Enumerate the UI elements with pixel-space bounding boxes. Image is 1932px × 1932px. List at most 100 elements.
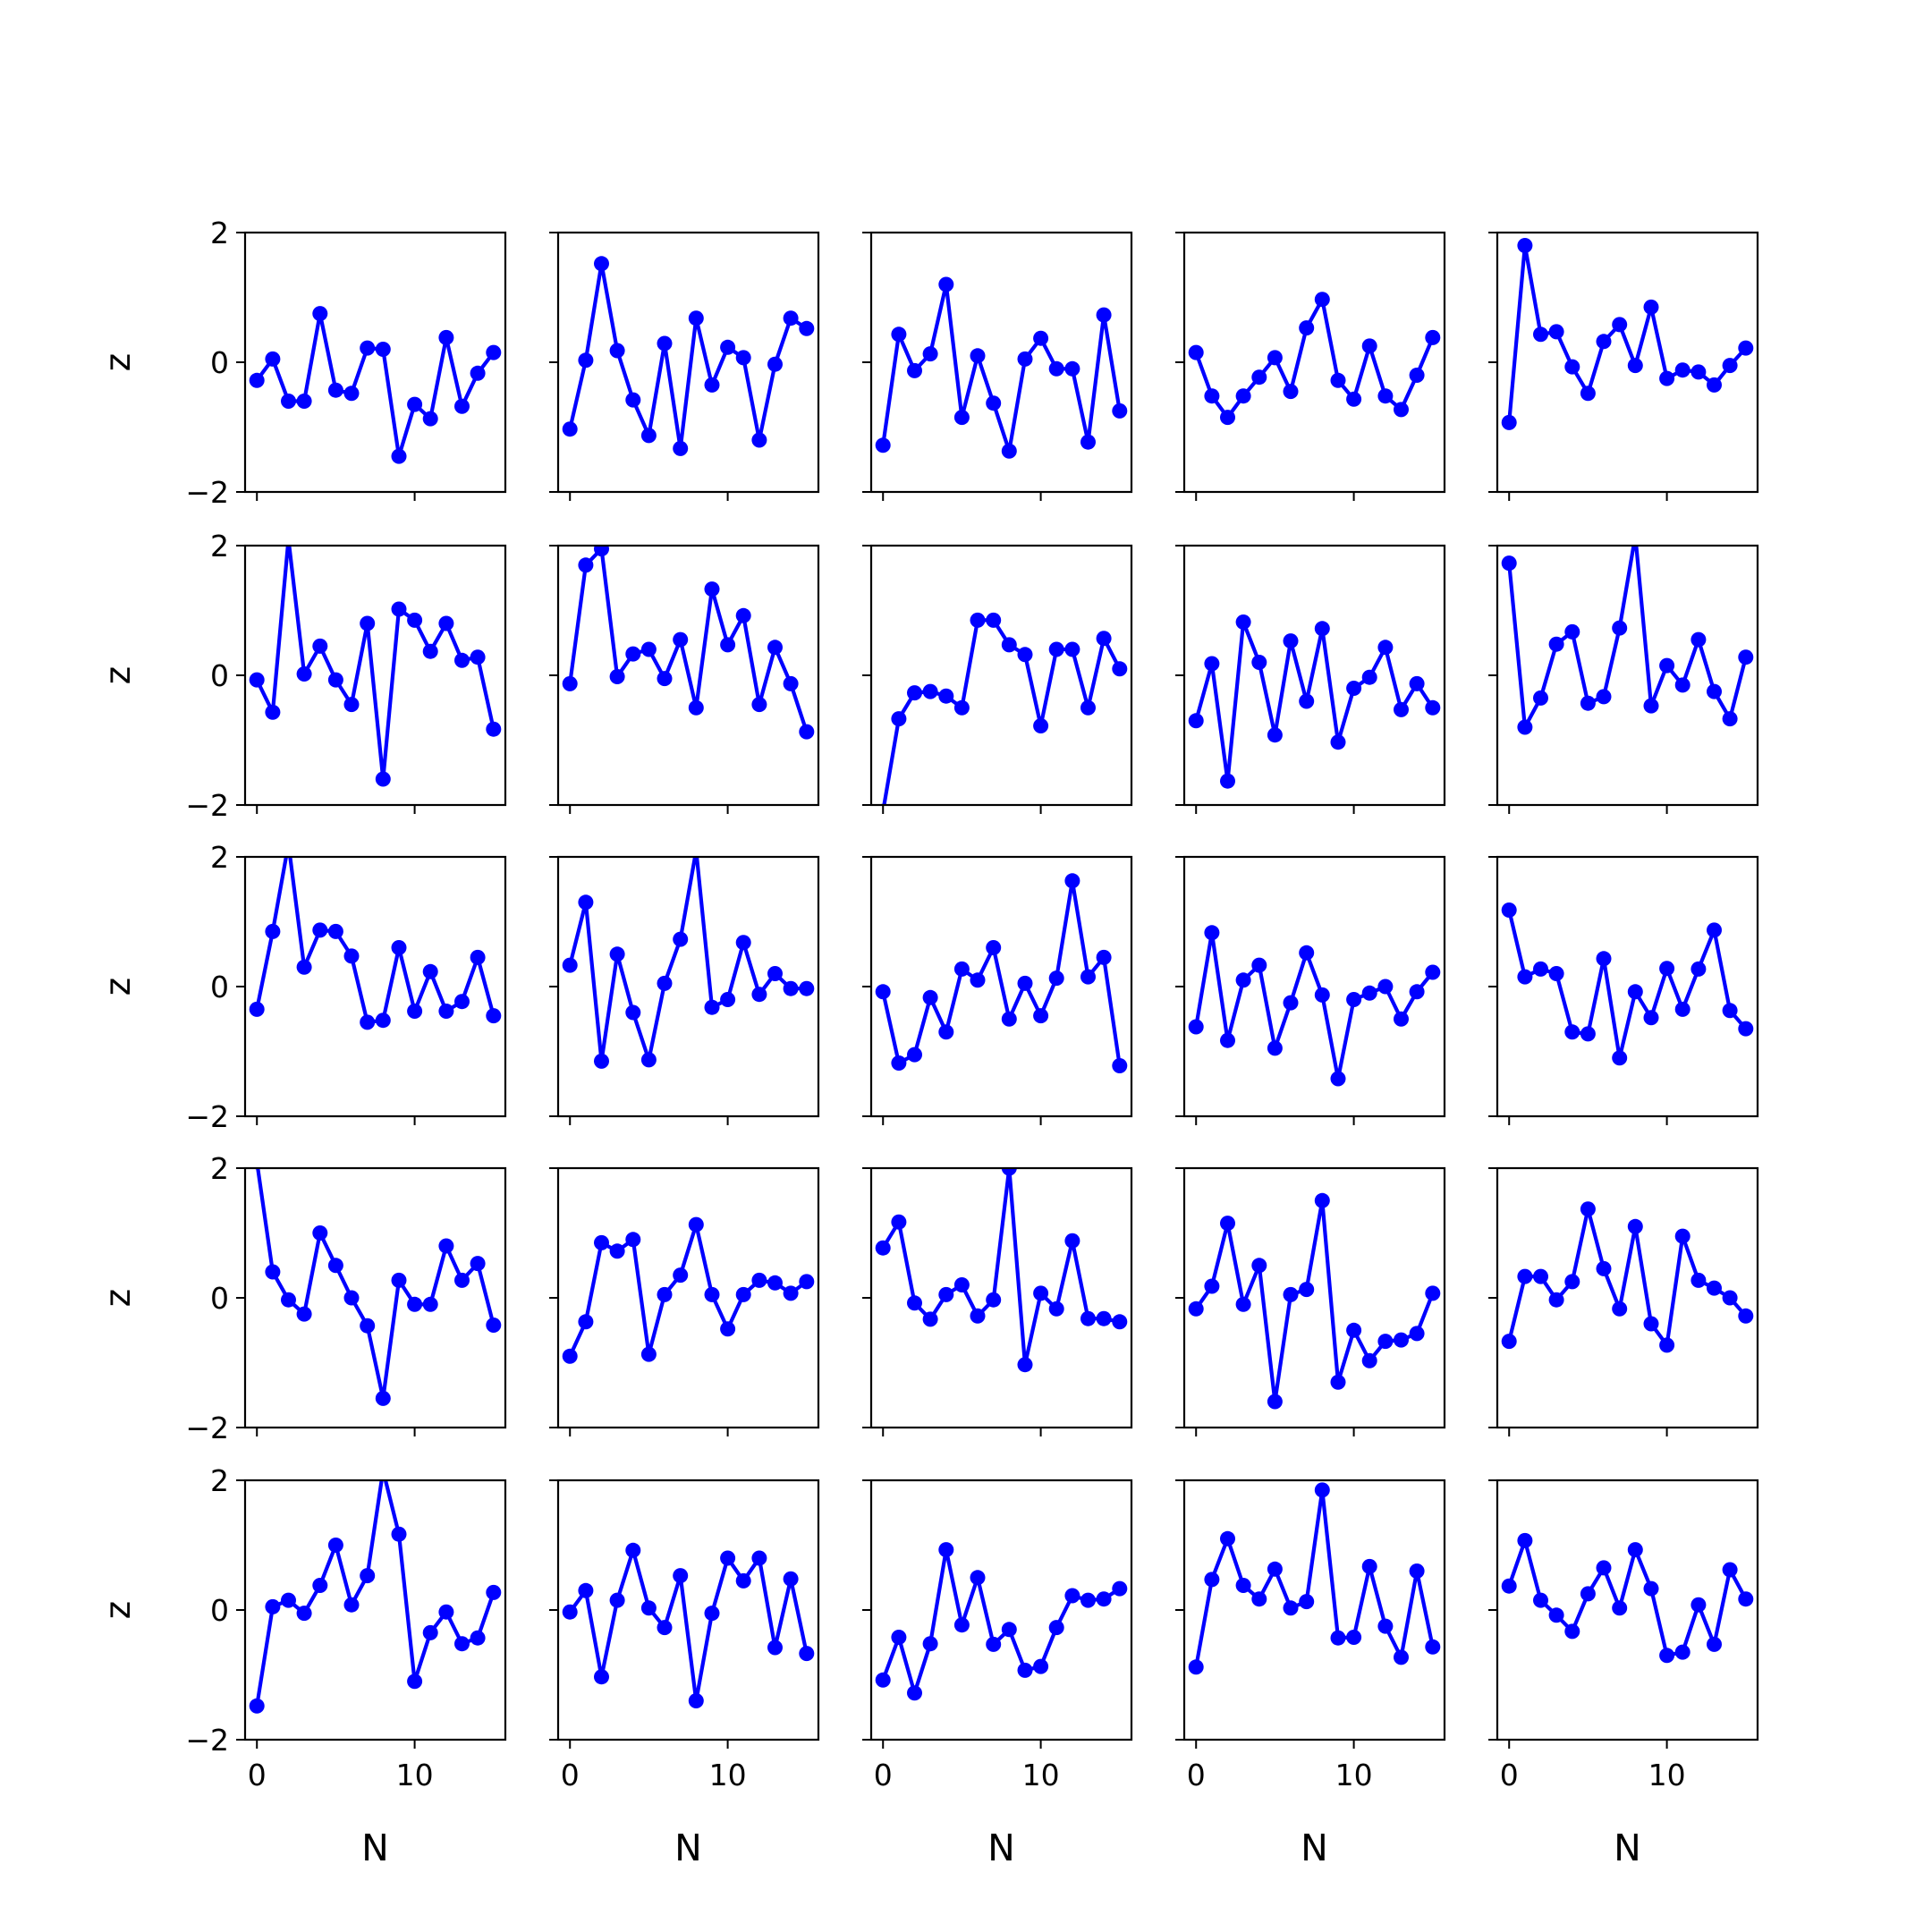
data-point — [1001, 1011, 1017, 1027]
series-group — [1188, 1482, 1441, 1675]
panel-r1-c4 — [1175, 231, 1446, 501]
data-point — [265, 704, 281, 720]
series-line — [1507, 910, 1748, 1060]
y-axis-label: z — [98, 1289, 139, 1307]
data-point — [1048, 360, 1064, 377]
series-line — [255, 311, 496, 459]
data-point — [673, 1568, 689, 1584]
x-axis-label: N — [1614, 1826, 1641, 1869]
data-point — [1267, 1040, 1283, 1056]
data-point — [1033, 1008, 1049, 1024]
data-point — [1377, 1618, 1394, 1634]
panel-r3-c4 — [1175, 855, 1446, 1125]
data-point — [1659, 657, 1675, 674]
data-point — [783, 1285, 799, 1301]
data-point — [799, 1646, 815, 1662]
data-point — [1548, 636, 1564, 652]
data-point — [470, 365, 486, 381]
series-line — [1507, 1207, 1748, 1348]
data-point — [735, 1286, 751, 1302]
data-point — [391, 601, 407, 617]
data-point — [767, 356, 783, 372]
data-point — [1017, 1662, 1033, 1678]
data-point — [1220, 1530, 1235, 1546]
data-point — [1048, 641, 1064, 657]
series-line — [255, 546, 496, 782]
data-point — [720, 1550, 736, 1566]
data-point — [1361, 1352, 1377, 1368]
data-point — [1738, 1021, 1754, 1037]
data-point — [1251, 957, 1267, 973]
series-line — [568, 1222, 809, 1358]
y-tick-label: −2 — [185, 475, 229, 510]
data-point — [783, 1571, 799, 1587]
data-point — [454, 994, 470, 1010]
data-point — [1596, 951, 1612, 967]
data-point — [249, 1698, 265, 1714]
data-point — [486, 1008, 502, 1024]
data-point — [609, 669, 625, 684]
data-point — [1674, 1001, 1690, 1017]
x-tick-label: 0 — [561, 1758, 580, 1792]
data-point — [1251, 1258, 1267, 1274]
data-point — [1361, 338, 1377, 354]
data-point — [1033, 718, 1049, 733]
series-group — [562, 546, 815, 740]
panel-r5-c1: 0 10 −2 0 2 z N — [98, 1463, 507, 1869]
data-point — [875, 437, 891, 453]
y-axis-label: z — [98, 1601, 139, 1619]
data-point — [375, 342, 391, 357]
data-point — [1596, 1260, 1612, 1276]
data-point — [1220, 1032, 1235, 1048]
data-point — [375, 1013, 391, 1029]
data-point — [953, 1617, 970, 1633]
data-point — [720, 637, 736, 653]
data-point — [360, 340, 376, 356]
data-point — [1612, 1600, 1628, 1616]
data-point — [783, 310, 799, 326]
series-group — [1501, 902, 1754, 1066]
data-point — [891, 1214, 907, 1230]
data-point — [1738, 649, 1754, 665]
data-point — [312, 922, 328, 938]
data-point — [562, 1604, 578, 1620]
series-group — [249, 1480, 502, 1714]
data-point — [1080, 434, 1096, 450]
panel-r3-c2 — [549, 855, 820, 1125]
data-point — [249, 372, 265, 388]
y-axis-label: z — [98, 978, 139, 996]
data-point — [454, 398, 470, 414]
data-point — [1425, 1639, 1441, 1655]
data-point — [375, 771, 391, 787]
data-point — [673, 631, 689, 648]
data-point — [735, 935, 751, 951]
data-point — [907, 685, 922, 701]
data-point — [1033, 330, 1049, 346]
data-point — [1220, 1216, 1235, 1232]
x-axis-label: N — [361, 1826, 389, 1869]
data-point — [1235, 388, 1251, 404]
data-point — [657, 1620, 673, 1636]
data-point — [720, 339, 736, 355]
data-point — [891, 1055, 907, 1071]
data-point — [922, 989, 938, 1005]
data-point — [343, 386, 360, 402]
data-point — [609, 343, 625, 359]
data-point — [938, 276, 954, 292]
data-point — [407, 396, 423, 412]
data-point — [454, 1272, 470, 1288]
data-point — [986, 940, 1002, 955]
y-tick-label: −2 — [185, 1099, 229, 1134]
y-tick-label: 2 — [210, 529, 229, 564]
data-point — [1627, 1218, 1643, 1234]
x-tick-label: 10 — [1648, 1758, 1686, 1792]
data-point — [609, 946, 625, 962]
data-point — [327, 382, 343, 398]
data-point — [1643, 299, 1659, 315]
data-point — [1659, 961, 1675, 977]
x-tick-label: 0 — [1500, 1758, 1519, 1792]
data-point — [1409, 1326, 1425, 1342]
data-point — [1674, 1228, 1690, 1244]
panel-r2-c5 — [1488, 544, 1759, 814]
